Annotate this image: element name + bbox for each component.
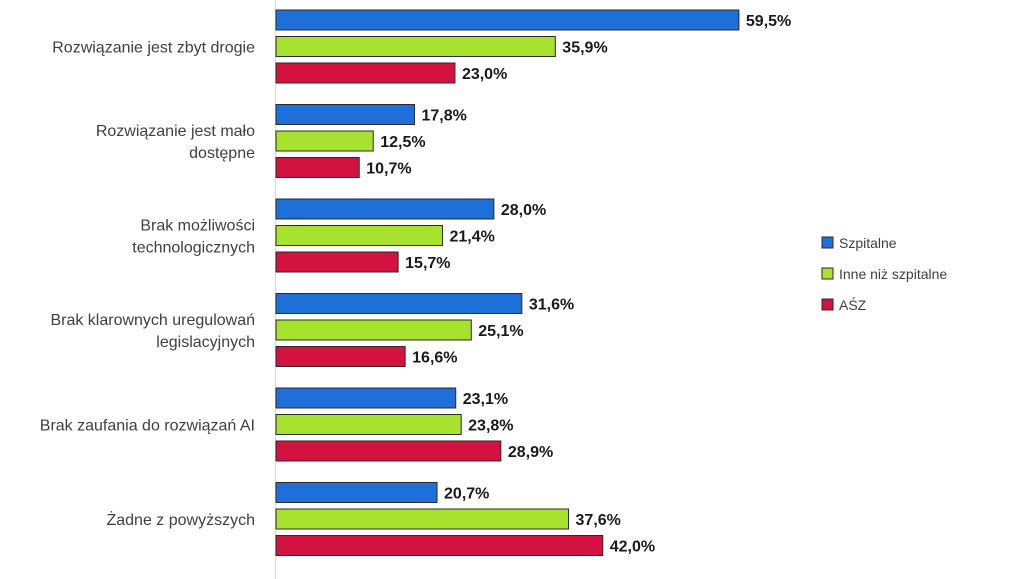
bar-2-3 — [275, 225, 443, 246]
bar-3-6 — [275, 535, 604, 556]
value-label: 59,5% — [746, 13, 791, 30]
category-label-line: Rozwiązanie jest mało — [96, 123, 255, 140]
value-label: 31,6% — [529, 297, 574, 314]
category-label: Rozwiązanie jest mało dostępne — [96, 123, 255, 162]
value-label: 25,1% — [478, 323, 523, 340]
bar-1-2 — [275, 104, 415, 125]
legend-label: AŚZ — [839, 296, 867, 313]
category-label-line: Brak zaufania do rozwiązań AI — [40, 418, 255, 435]
bar-3-1 — [275, 62, 456, 84]
value-label: 35,9% — [562, 40, 607, 57]
category-label-line: Żadne z powyższych — [106, 510, 255, 529]
legend-label: Inne niż szpitalne — [839, 266, 947, 282]
bar-2-1 — [275, 36, 556, 57]
bar-2-2 — [275, 130, 374, 152]
bar-2-5 — [275, 414, 462, 435]
bar-2-4 — [275, 319, 472, 341]
bar-2-6 — [275, 508, 570, 530]
legend-swatch — [821, 267, 834, 280]
value-label: 12,5% — [380, 134, 425, 151]
category-label-line: Brak klarownych uregulowań — [50, 312, 255, 329]
bar-1-1 — [275, 9, 740, 31]
bars-group — [275, 9, 740, 556]
value-label: 21,4% — [449, 229, 494, 246]
value-labels: 59,5% 35,9% 23,0% 17,8% 12,5% 10,7% 28,0% 21,4%… — [366, 13, 791, 556]
value-label: 23,0% — [462, 66, 507, 83]
category-label-line: dostępne — [189, 145, 255, 162]
bar-1-6 — [275, 482, 438, 503]
category-label: Rozwiązanie jest zbyt drogie — [52, 40, 255, 57]
value-label: 20,7% — [444, 486, 489, 503]
value-label: 15,7% — [405, 255, 450, 272]
category-label: Brak zaufania do rozwiązań AI — [40, 418, 255, 435]
category-label-line: legislacyjnych — [156, 334, 255, 351]
bar-1-4 — [275, 293, 523, 314]
bar-1-5 — [275, 387, 457, 409]
value-label: 10,7% — [366, 161, 411, 178]
category-label: Brak możliwości technologicznych — [132, 218, 255, 257]
category-label-line: Brak możliwości — [140, 218, 255, 235]
value-label: 23,8% — [468, 418, 513, 435]
category-label-line: Rozwiązanie jest zbyt drogie — [52, 40, 255, 57]
legend-swatch — [821, 236, 834, 249]
category-label: Brak klarownych uregulowań legislacyjnych — [50, 312, 255, 351]
bar-3-4 — [275, 346, 406, 367]
bar-3-2 — [275, 157, 360, 178]
value-label: 28,0% — [501, 202, 546, 219]
bar-3-5 — [275, 440, 502, 462]
bar-1-3 — [275, 198, 495, 220]
value-label: 42,0% — [610, 539, 655, 556]
category-label-line: technologicznych — [132, 240, 255, 257]
category-labels: Rozwiązanie jest zbyt drogie Rozwiązanie … — [40, 40, 255, 530]
value-label: 16,6% — [412, 350, 457, 367]
value-label: 17,8% — [421, 108, 466, 125]
legend-label: Szpitalne — [839, 235, 897, 251]
value-label: 28,9% — [508, 444, 553, 461]
bar-3-3 — [275, 251, 399, 273]
legend: Szpitalne Inne niż szpitalne AŚZ — [821, 235, 947, 313]
category-label: Żadne z powyższych — [106, 510, 255, 529]
value-label: 37,6% — [576, 512, 621, 529]
value-label: 23,1% — [463, 391, 508, 408]
legend-swatch — [821, 298, 834, 311]
